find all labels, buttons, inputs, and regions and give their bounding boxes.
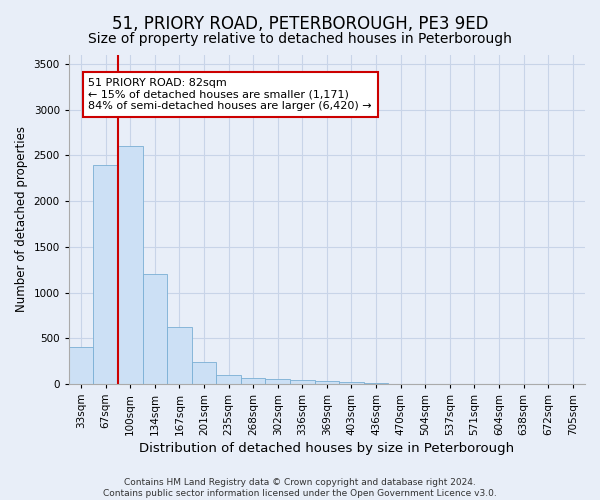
- Bar: [192, 362, 217, 384]
- Bar: [290, 380, 314, 384]
- Y-axis label: Number of detached properties: Number of detached properties: [15, 126, 28, 312]
- Bar: [94, 164, 118, 384]
- Bar: [118, 146, 143, 384]
- Bar: [69, 348, 94, 384]
- Text: 51 PRIORY ROAD: 82sqm
← 15% of detached houses are smaller (1,171)
84% of semi-d: 51 PRIORY ROAD: 82sqm ← 15% of detached …: [88, 78, 372, 111]
- Text: 51, PRIORY ROAD, PETERBOROUGH, PE3 9ED: 51, PRIORY ROAD, PETERBOROUGH, PE3 9ED: [112, 15, 488, 33]
- X-axis label: Distribution of detached houses by size in Peterborough: Distribution of detached houses by size …: [139, 442, 514, 455]
- Bar: [265, 379, 290, 384]
- Bar: [143, 274, 167, 384]
- Bar: [339, 382, 364, 384]
- Bar: [241, 378, 265, 384]
- Bar: [167, 328, 192, 384]
- Bar: [217, 375, 241, 384]
- Text: Contains HM Land Registry data © Crown copyright and database right 2024.
Contai: Contains HM Land Registry data © Crown c…: [103, 478, 497, 498]
- Bar: [314, 381, 339, 384]
- Text: Size of property relative to detached houses in Peterborough: Size of property relative to detached ho…: [88, 32, 512, 46]
